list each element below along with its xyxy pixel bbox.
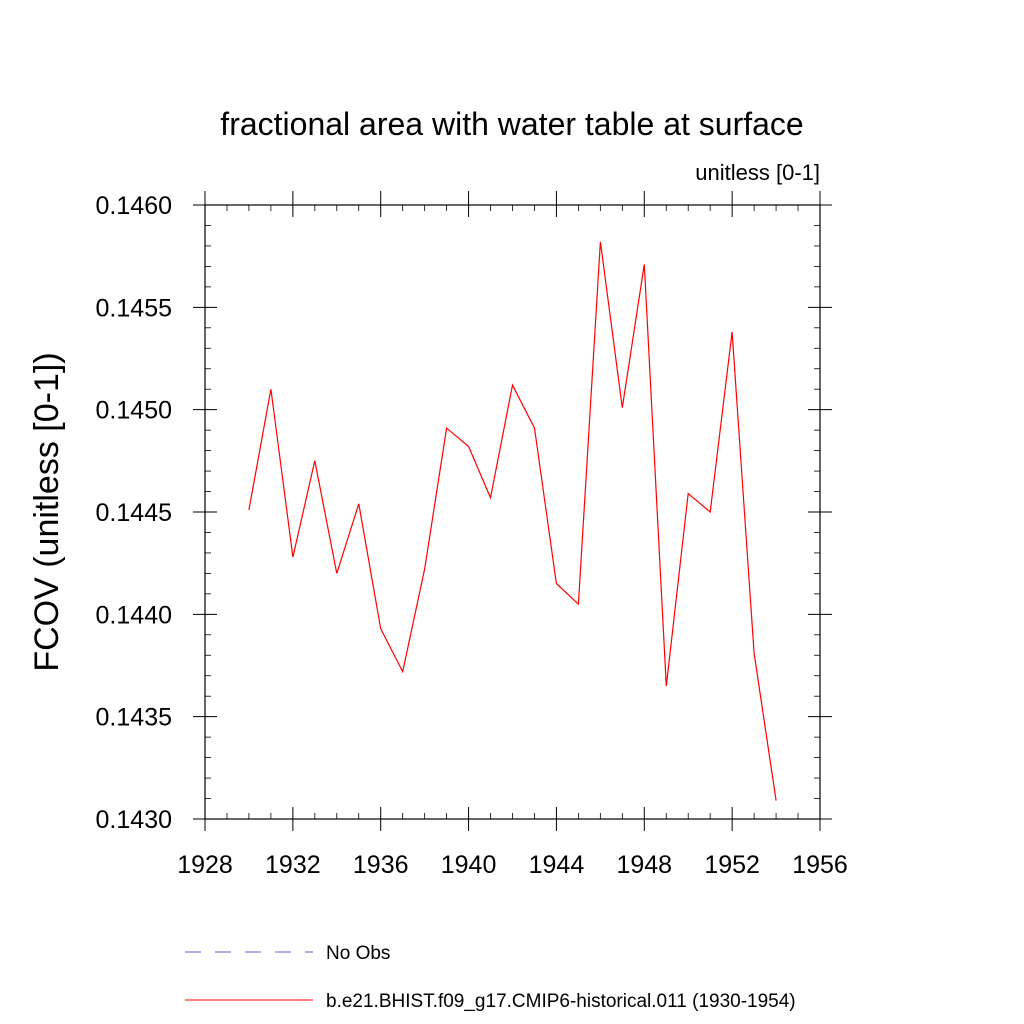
series-line — [248, 241, 777, 801]
y-tick-label: 0.1435 — [96, 704, 172, 732]
y-tick-label: 0.1440 — [96, 601, 172, 629]
x-tick-label: 1940 — [441, 851, 497, 879]
y-tick-label: 0.1460 — [96, 192, 172, 220]
x-tick-label: 1952 — [704, 851, 760, 879]
minor-ticks — [205, 205, 820, 819]
x-tick-labels: 1928 1932 1936 1940 1944 1948 1952 1956 — [177, 851, 848, 879]
series-layer — [248, 241, 777, 801]
plot-frame — [204, 204, 821, 820]
chart-subtitle: unitless [0-1] — [695, 160, 820, 185]
x-tick-label: 1956 — [792, 851, 848, 879]
major-ticks — [193, 191, 832, 831]
x-tick-label: 1936 — [353, 851, 409, 879]
legend-label: No Obs — [326, 943, 390, 964]
chart-title: fractional area with water table at surf… — [220, 106, 803, 142]
y-axis-label: FCOV (unitless [0-1]) — [28, 352, 66, 671]
x-tick-label: 1948 — [616, 851, 672, 879]
y-tick-label: 0.1450 — [96, 397, 172, 425]
y-tick-labels: 0.1430 0.1435 0.1440 0.1445 0.1450 0.1455 0.14… — [96, 192, 172, 834]
y-tick-label: 0.1430 — [96, 806, 172, 834]
x-tick-label: 1944 — [529, 851, 585, 879]
legend: No Obs b.e21.BHIST.f09_g17.CMIP6-historic… — [185, 943, 796, 1012]
x-tick-label: 1932 — [265, 851, 321, 879]
x-tick-label: 1928 — [177, 851, 233, 879]
y-tick-label: 0.1445 — [96, 499, 172, 527]
legend-label: b.e21.BHIST.f09_g17.CMIP6-historical.011… — [326, 991, 796, 1012]
y-tick-label: 0.1455 — [96, 294, 172, 322]
